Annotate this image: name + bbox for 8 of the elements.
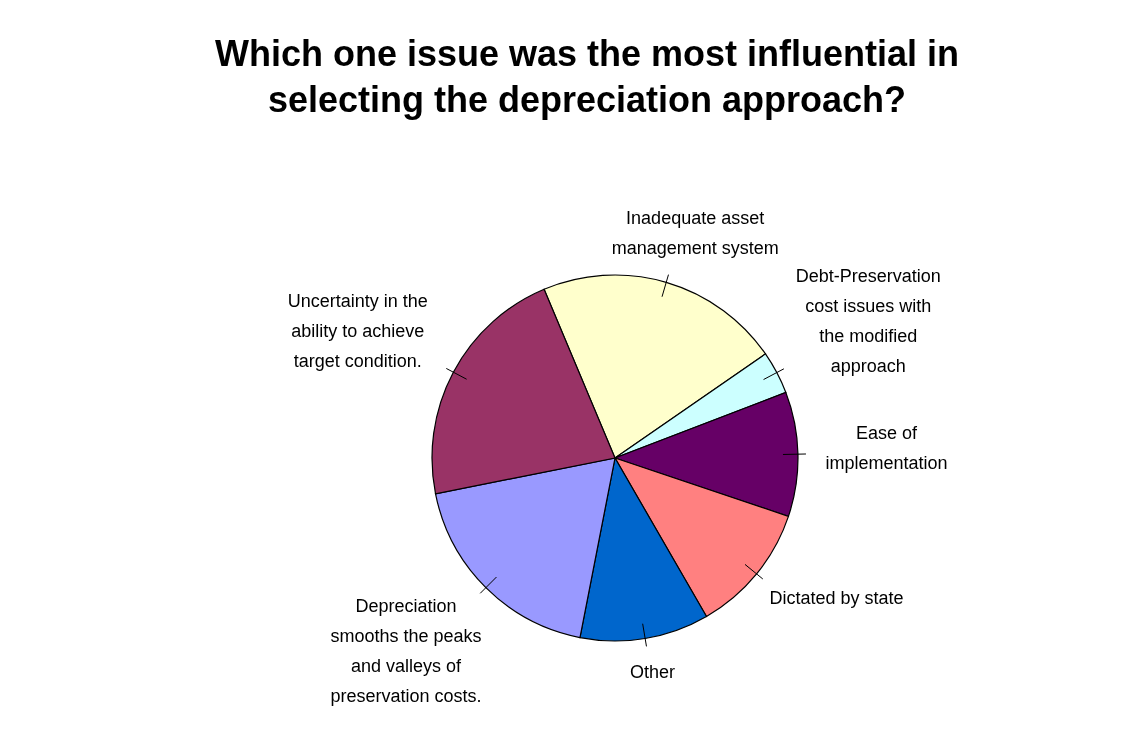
slice-label: Dictated by state xyxy=(769,587,904,608)
chart-title: Which one issue was the most influential in selecting the depreciation approach? xyxy=(214,33,960,120)
slice-label: Inadequate asset management system xyxy=(611,207,779,258)
slice-label: Other xyxy=(629,662,675,683)
slice-label: Uncertainty in the ability to achieve target condition. xyxy=(287,291,428,372)
slice-label: Depreciation smooths the peaks and valleys of preservation costs. xyxy=(330,596,482,707)
slice-label: Debt-Preservation cost issues with the modified approach xyxy=(795,266,941,377)
slice-label: Ease of implementation xyxy=(825,423,948,474)
